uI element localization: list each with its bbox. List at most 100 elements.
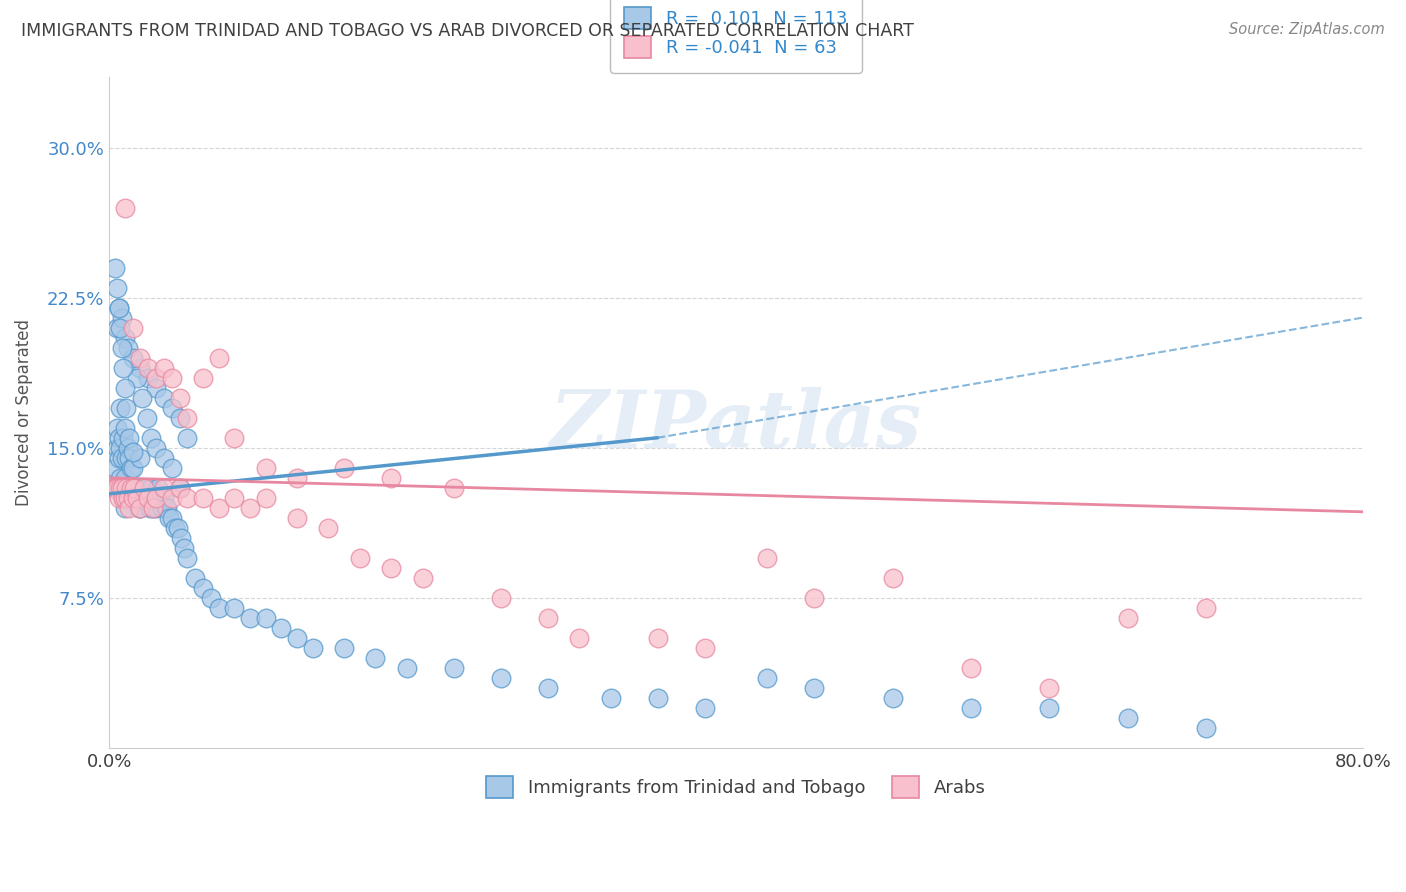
Point xyxy=(208,500,231,515)
Point xyxy=(153,391,176,405)
Point xyxy=(136,491,159,505)
Point xyxy=(145,370,167,384)
Point xyxy=(103,481,125,495)
Point xyxy=(568,631,591,645)
Point xyxy=(129,450,152,465)
Point xyxy=(270,621,292,635)
Point xyxy=(145,441,167,455)
Point xyxy=(191,370,214,384)
Point xyxy=(120,481,142,495)
Point xyxy=(127,491,149,505)
Point xyxy=(117,491,139,505)
Point xyxy=(160,491,183,505)
Point xyxy=(115,481,138,495)
Point xyxy=(117,491,139,505)
Point xyxy=(148,491,170,505)
Point xyxy=(143,491,166,505)
Point xyxy=(129,500,152,515)
Text: IMMIGRANTS FROM TRINIDAD AND TOBAGO VS ARAB DIVORCED OR SEPARATED CORRELATION CH: IMMIGRANTS FROM TRINIDAD AND TOBAGO VS A… xyxy=(21,22,914,40)
Point xyxy=(105,320,128,334)
Point xyxy=(127,481,149,495)
Point xyxy=(157,511,180,525)
Point xyxy=(224,491,246,505)
Point xyxy=(882,691,904,706)
Point xyxy=(152,500,174,515)
Point xyxy=(118,500,141,515)
Point xyxy=(169,481,191,495)
Point xyxy=(285,511,308,525)
Point xyxy=(104,260,127,275)
Point xyxy=(155,500,177,515)
Point xyxy=(134,491,156,505)
Point xyxy=(224,431,246,445)
Point xyxy=(139,500,162,515)
Point xyxy=(333,640,356,655)
Point xyxy=(254,491,277,505)
Point xyxy=(107,450,129,465)
Point xyxy=(118,481,141,495)
Text: ZIPatlas: ZIPatlas xyxy=(550,387,922,465)
Point xyxy=(756,671,779,685)
Point xyxy=(142,500,165,515)
Point xyxy=(882,571,904,585)
Point xyxy=(176,491,198,505)
Point xyxy=(647,691,669,706)
Point xyxy=(167,521,190,535)
Point xyxy=(121,491,143,505)
Point xyxy=(489,591,512,605)
Point xyxy=(156,500,179,515)
Point xyxy=(318,521,340,535)
Point xyxy=(803,681,825,695)
Point xyxy=(380,561,402,575)
Point xyxy=(115,450,138,465)
Point xyxy=(1116,611,1139,625)
Point xyxy=(111,481,134,495)
Point xyxy=(380,471,402,485)
Point xyxy=(122,481,145,495)
Point xyxy=(146,481,169,495)
Point xyxy=(443,661,465,675)
Point xyxy=(107,301,129,315)
Point xyxy=(105,280,128,294)
Point xyxy=(153,491,176,505)
Point xyxy=(254,611,277,625)
Point xyxy=(111,481,134,495)
Point xyxy=(149,491,172,505)
Point xyxy=(160,511,183,525)
Point xyxy=(443,481,465,495)
Point xyxy=(115,481,138,495)
Point xyxy=(224,601,246,615)
Point xyxy=(118,450,141,465)
Point xyxy=(169,391,191,405)
Point xyxy=(142,500,165,515)
Point xyxy=(121,491,143,505)
Legend: Immigrants from Trinidad and Tobago, Arabs: Immigrants from Trinidad and Tobago, Ara… xyxy=(471,762,1000,813)
Point xyxy=(121,351,143,365)
Point xyxy=(145,381,167,395)
Point xyxy=(537,611,560,625)
Point xyxy=(1195,721,1218,735)
Point xyxy=(132,481,155,495)
Point xyxy=(191,491,214,505)
Point xyxy=(647,631,669,645)
Point xyxy=(693,701,716,715)
Point xyxy=(129,351,152,365)
Point xyxy=(114,421,136,435)
Point xyxy=(105,421,128,435)
Point xyxy=(333,460,356,475)
Point xyxy=(111,341,134,355)
Point xyxy=(301,640,323,655)
Point xyxy=(160,460,183,475)
Point xyxy=(115,401,138,415)
Point xyxy=(107,301,129,315)
Point xyxy=(132,481,155,495)
Point xyxy=(112,491,135,505)
Point xyxy=(176,550,198,565)
Point xyxy=(111,310,134,325)
Point xyxy=(136,370,159,384)
Point xyxy=(117,341,139,355)
Point xyxy=(411,571,433,585)
Point xyxy=(160,370,183,384)
Point xyxy=(803,591,825,605)
Point xyxy=(153,481,176,495)
